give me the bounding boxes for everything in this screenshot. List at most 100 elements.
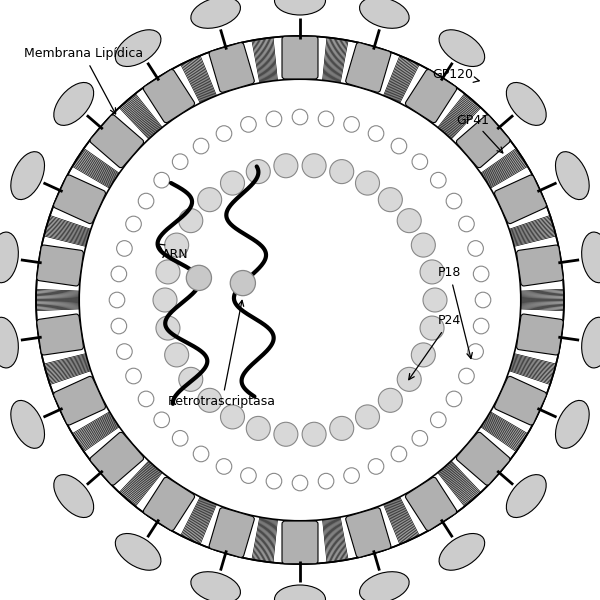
Ellipse shape — [556, 152, 589, 200]
Circle shape — [302, 154, 326, 178]
Circle shape — [111, 266, 127, 282]
Ellipse shape — [0, 317, 19, 368]
Circle shape — [36, 36, 564, 564]
Circle shape — [266, 111, 282, 127]
Circle shape — [391, 446, 407, 462]
Circle shape — [397, 209, 421, 233]
Circle shape — [274, 154, 298, 178]
Text: Retrotrascriptasa: Retrotrascriptasa — [168, 301, 276, 409]
Text: P24: P24 — [409, 314, 461, 380]
Circle shape — [344, 116, 359, 132]
Circle shape — [193, 446, 209, 462]
Circle shape — [179, 367, 203, 391]
Circle shape — [154, 172, 169, 188]
FancyBboxPatch shape — [346, 43, 391, 92]
Circle shape — [193, 138, 209, 154]
Circle shape — [420, 260, 444, 284]
Circle shape — [126, 216, 142, 232]
FancyBboxPatch shape — [494, 175, 547, 224]
FancyBboxPatch shape — [517, 245, 563, 286]
FancyBboxPatch shape — [53, 175, 106, 224]
Circle shape — [431, 412, 446, 428]
Circle shape — [292, 475, 308, 491]
FancyBboxPatch shape — [282, 521, 318, 564]
FancyBboxPatch shape — [37, 245, 83, 286]
FancyBboxPatch shape — [209, 43, 254, 92]
Text: P18: P18 — [438, 266, 472, 359]
Circle shape — [473, 318, 489, 334]
Text: GP120: GP120 — [432, 68, 479, 82]
Ellipse shape — [506, 82, 546, 125]
Circle shape — [172, 431, 188, 446]
Circle shape — [111, 318, 127, 334]
Circle shape — [318, 473, 334, 489]
Ellipse shape — [115, 533, 161, 570]
Circle shape — [330, 416, 354, 440]
Ellipse shape — [556, 400, 589, 448]
Circle shape — [475, 292, 491, 308]
Circle shape — [197, 188, 221, 212]
Circle shape — [397, 367, 421, 391]
FancyBboxPatch shape — [53, 376, 106, 425]
FancyBboxPatch shape — [282, 36, 318, 79]
Ellipse shape — [191, 572, 241, 600]
Circle shape — [446, 391, 462, 407]
Circle shape — [172, 154, 188, 169]
Circle shape — [379, 188, 403, 212]
Circle shape — [179, 209, 203, 233]
FancyBboxPatch shape — [517, 314, 563, 355]
Circle shape — [412, 154, 428, 169]
Ellipse shape — [581, 232, 600, 283]
Circle shape — [458, 216, 474, 232]
Circle shape — [468, 241, 484, 256]
Circle shape — [368, 126, 384, 142]
Text: GP41: GP41 — [456, 113, 503, 153]
Circle shape — [412, 233, 436, 257]
Ellipse shape — [359, 0, 409, 28]
Circle shape — [153, 288, 177, 312]
Circle shape — [116, 241, 132, 256]
Circle shape — [178, 178, 422, 422]
FancyBboxPatch shape — [406, 477, 457, 530]
Ellipse shape — [439, 533, 485, 570]
Circle shape — [241, 468, 256, 484]
Circle shape — [446, 193, 462, 209]
Circle shape — [230, 271, 256, 296]
Circle shape — [355, 405, 380, 429]
FancyBboxPatch shape — [37, 314, 83, 355]
Circle shape — [221, 171, 245, 195]
Ellipse shape — [581, 317, 600, 368]
Ellipse shape — [54, 475, 94, 518]
FancyBboxPatch shape — [209, 508, 254, 557]
Circle shape — [458, 368, 474, 384]
Ellipse shape — [275, 0, 325, 15]
Circle shape — [109, 292, 125, 308]
Circle shape — [241, 116, 256, 132]
FancyBboxPatch shape — [494, 376, 547, 425]
Circle shape — [126, 368, 142, 384]
Circle shape — [302, 422, 326, 446]
Circle shape — [330, 160, 354, 184]
Ellipse shape — [0, 232, 19, 283]
Circle shape — [412, 431, 428, 446]
Circle shape — [156, 316, 180, 340]
Circle shape — [246, 416, 270, 440]
Circle shape — [220, 405, 245, 429]
Circle shape — [468, 344, 484, 359]
Circle shape — [423, 288, 447, 312]
Circle shape — [473, 266, 489, 282]
Circle shape — [318, 111, 334, 127]
FancyBboxPatch shape — [457, 432, 510, 485]
Circle shape — [197, 388, 221, 412]
Circle shape — [79, 79, 521, 521]
FancyBboxPatch shape — [346, 508, 391, 557]
Circle shape — [186, 265, 211, 290]
Circle shape — [344, 468, 359, 484]
FancyBboxPatch shape — [90, 115, 143, 168]
Circle shape — [412, 343, 436, 367]
Circle shape — [391, 138, 407, 154]
Circle shape — [138, 391, 154, 407]
Ellipse shape — [506, 475, 546, 518]
FancyBboxPatch shape — [143, 70, 194, 123]
FancyBboxPatch shape — [457, 115, 510, 168]
